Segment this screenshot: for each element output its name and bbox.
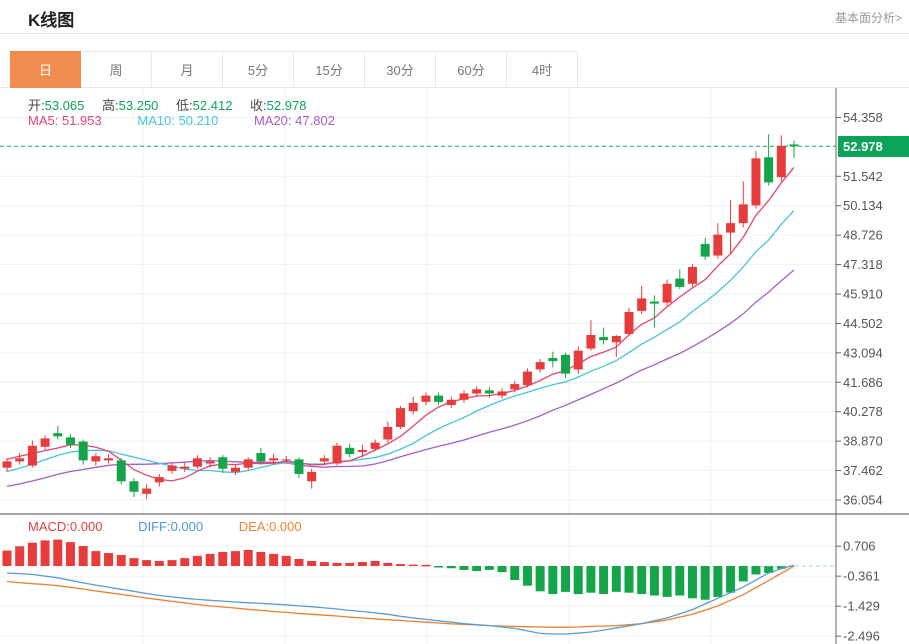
- close-value: 52.978: [266, 98, 307, 113]
- ma10-readout: MA10: 50.210: [137, 113, 219, 128]
- high-label: 高:: [102, 98, 119, 113]
- interval-tab-bar: 日周月 5分 15分 30分 60分 4时: [0, 51, 909, 88]
- tab-月[interactable]: 月: [152, 51, 223, 88]
- tab-日[interactable]: 日: [10, 51, 81, 88]
- kline-chart-region: 54.358 51.542 50.134 48.726 47.318 45.910 44.5…: [0, 88, 909, 644]
- ma5-readout: MA5: 51.953: [28, 113, 102, 128]
- svg-text:51.542: 51.542: [843, 169, 883, 184]
- svg-text:50.134: 50.134: [843, 198, 883, 213]
- svg-text:-2.496: -2.496: [843, 629, 880, 644]
- diff-value-readout: DIFF:0.000: [138, 519, 204, 534]
- svg-text:0.706: 0.706: [843, 539, 876, 554]
- macd-value-readout: MACD:0.000: [28, 519, 103, 534]
- tab-15分[interactable]: 15分: [294, 51, 365, 88]
- svg-text:41.686: 41.686: [843, 375, 883, 390]
- page-header: K线图 基本面分析>: [0, 0, 909, 34]
- svg-text:37.462: 37.462: [843, 463, 883, 478]
- ma20-readout: MA20: 47.802: [253, 113, 335, 128]
- svg-text:43.094: 43.094: [843, 345, 883, 360]
- svg-text:48.726: 48.726: [843, 228, 883, 243]
- svg-text:54.358: 54.358: [843, 110, 883, 125]
- dea-value-readout: DEA:0.000: [238, 519, 302, 534]
- tab-60分[interactable]: 60分: [436, 51, 507, 88]
- svg-text:40.278: 40.278: [843, 404, 883, 419]
- tab-周[interactable]: 周: [81, 51, 152, 88]
- svg-text:44.502: 44.502: [843, 316, 883, 331]
- high-value: 53.250: [118, 98, 159, 113]
- fundamental-analysis-link[interactable]: 基本面分析>: [834, 11, 902, 25]
- macd-readout: MACD:0.000 DIFF:0.000 DEA:0.000: [28, 519, 334, 534]
- open-value: 53.065: [44, 98, 85, 113]
- svg-text:47.318: 47.318: [843, 257, 883, 272]
- svg-text:38.870: 38.870: [843, 434, 883, 449]
- tab-30分[interactable]: 30分: [365, 51, 436, 88]
- current-price-tag: 52.978: [838, 135, 909, 157]
- low-value: 52.412: [192, 98, 233, 113]
- page-title: K线图: [28, 11, 75, 30]
- close-label: 收:: [250, 98, 267, 113]
- tab-5分[interactable]: 5分: [223, 51, 294, 88]
- low-label: 低:: [176, 98, 193, 113]
- svg-text:-0.361: -0.361: [843, 569, 880, 584]
- ohlc-readout: 开:53.065 高:53.250 低:52.412 收:52.978: [28, 95, 320, 114]
- svg-text:45.910: 45.910: [843, 287, 883, 302]
- svg-text:-1.429: -1.429: [843, 599, 880, 614]
- svg-text:36.054: 36.054: [843, 493, 883, 508]
- ma-readout: MA5: 51.953 MA10: 50.210 MA20: 47.802: [28, 113, 367, 128]
- open-label: 开:: [28, 98, 45, 113]
- kline-chart-canvas: 54.358 51.542 50.134 48.726 47.318 45.910 44.5…: [0, 88, 909, 644]
- tab-4时[interactable]: 4时: [507, 51, 578, 88]
